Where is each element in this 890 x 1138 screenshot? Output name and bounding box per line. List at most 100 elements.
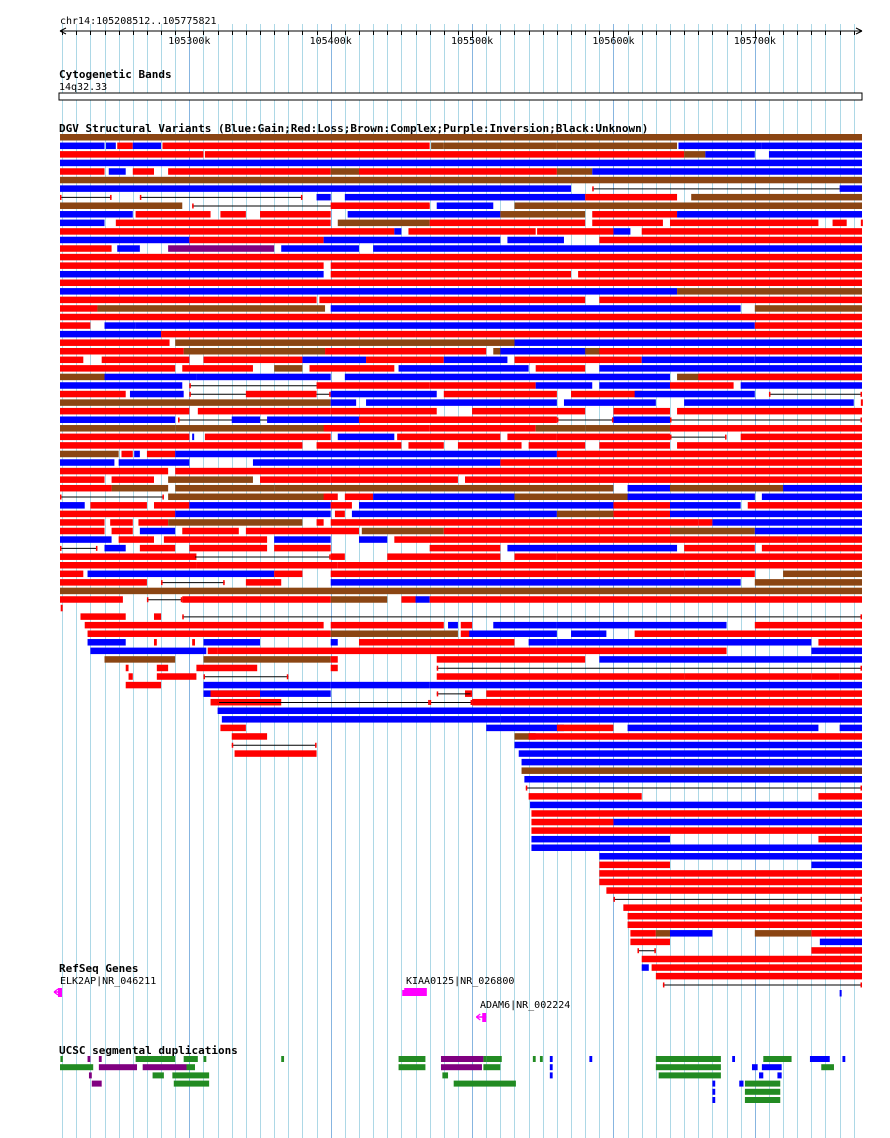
dgv-variant-gain[interactable]: [330, 681, 430, 689]
dgv-variant-loss[interactable]: [274, 570, 303, 578]
segdup-feature[interactable]: [744, 1097, 781, 1103]
segdup-feature[interactable]: [172, 1072, 210, 1079]
dgv-variant-loss[interactable]: [634, 630, 862, 637]
dgv-variant-gain[interactable]: [556, 639, 812, 646]
dgv-variant-loss[interactable]: [156, 664, 169, 672]
dgv-variant-loss[interactable]: [111, 476, 154, 483]
segdup-feature[interactable]: [777, 1072, 782, 1079]
dgv-variant-loss[interactable]: [630, 938, 670, 946]
dgv-variant-gain[interactable]: [192, 433, 195, 441]
dgv-variant-loss[interactable]: [754, 621, 862, 629]
dgv-variant-loss[interactable]: [203, 356, 303, 364]
dgv-variant-loss[interactable]: [669, 219, 819, 227]
dgv-variant-loss[interactable]: [630, 930, 656, 937]
dgv-variant-gain[interactable]: [351, 510, 557, 518]
dgv-variant-loss[interactable]: [60, 168, 105, 175]
dgv-variant-gain[interactable]: [415, 596, 430, 603]
dgv-variant-loss[interactable]: [162, 142, 430, 150]
dgv-variant-gain[interactable]: [358, 502, 614, 509]
dgv-variant-complex[interactable]: [330, 596, 388, 603]
dgv-variant-loss[interactable]: [366, 356, 444, 364]
dgv-variant-loss[interactable]: [316, 519, 324, 526]
dgv-variant-gain[interactable]: [90, 647, 207, 655]
dgv-variant-gain[interactable]: [344, 373, 670, 381]
dgv-variant-loss[interactable]: [457, 442, 522, 449]
dgv-variant-loss[interactable]: [571, 673, 670, 680]
dgv-variant-loss[interactable]: [132, 168, 154, 175]
dgv-variant-loss[interactable]: [316, 467, 862, 475]
dgv-variant-gain[interactable]: [203, 681, 331, 689]
dgv-variant-gain[interactable]: [196, 373, 331, 381]
dgv-variant-loss[interactable]: [60, 433, 190, 441]
dgv-variant-loss[interactable]: [189, 236, 324, 244]
dgv-variant-gain[interactable]: [761, 142, 862, 150]
dgv-variant-gain[interactable]: [514, 741, 862, 749]
dgv-variant-loss[interactable]: [60, 296, 317, 304]
dgv-variant-complex[interactable]: [521, 767, 862, 774]
dgv-variant-loss[interactable]: [556, 450, 862, 458]
dgv-variant-gain[interactable]: [60, 219, 105, 227]
dgv-variant-complex[interactable]: [514, 733, 536, 740]
segdup-feature[interactable]: [483, 1056, 487, 1062]
dgv-variant-loss[interactable]: [80, 613, 126, 620]
dgv-variant-loss[interactable]: [839, 673, 862, 680]
dgv-variant-loss[interactable]: [60, 339, 170, 346]
dgv-variant-loss[interactable]: [111, 527, 133, 535]
dgv-variant-loss[interactable]: [429, 425, 536, 432]
dgv-variant-loss[interactable]: [740, 433, 862, 441]
dgv-variant-loss[interactable]: [651, 964, 862, 971]
dgv-variant-complex[interactable]: [274, 365, 303, 372]
dgv-variant-gain[interactable]: [118, 459, 190, 466]
dgv-variant-loss[interactable]: [60, 579, 147, 586]
dgv-variant-loss[interactable]: [669, 425, 862, 432]
dgv-variant-loss[interactable]: [860, 219, 863, 227]
segdup-feature[interactable]: [88, 1072, 92, 1079]
dgv-variant-loss[interactable]: [401, 596, 416, 603]
dgv-variant-loss[interactable]: [330, 519, 699, 526]
dgv-variant-loss[interactable]: [60, 313, 862, 321]
dgv-variant-gain[interactable]: [613, 707, 862, 715]
segdup-feature[interactable]: [398, 1064, 426, 1071]
dgv-variant-complex[interactable]: [330, 168, 359, 175]
dgv-variant-gain[interactable]: [678, 142, 762, 150]
dgv-variant-loss[interactable]: [443, 390, 557, 398]
dgv-variant-loss[interactable]: [537, 228, 614, 235]
dgv-variant-loss[interactable]: [754, 322, 862, 329]
dgv-variant-loss[interactable]: [747, 502, 862, 509]
dgv-variant-loss[interactable]: [535, 365, 586, 372]
dgv-variant-loss[interactable]: [500, 459, 862, 466]
dgv-variant-loss[interactable]: [60, 519, 105, 526]
dgv-variant-gain[interactable]: [358, 536, 388, 543]
dgv-variant-gain[interactable]: [443, 356, 508, 364]
dgv-variant-gain[interactable]: [60, 288, 678, 295]
dgv-variant-loss[interactable]: [330, 202, 430, 209]
dgv-variant-complex[interactable]: [203, 656, 331, 663]
dgv-variant-loss[interactable]: [698, 519, 713, 526]
dgv-variant-loss[interactable]: [627, 912, 862, 920]
dgv-variant-gain[interactable]: [839, 990, 842, 997]
dgv-variant-loss[interactable]: [60, 596, 123, 603]
segdup-feature[interactable]: [712, 1097, 716, 1103]
dgv-variant-loss[interactable]: [334, 510, 345, 518]
segdup-feature[interactable]: [744, 1080, 781, 1087]
segdup-feature[interactable]: [655, 1064, 721, 1071]
segdup-feature[interactable]: [87, 1056, 91, 1062]
dgv-variant-gain[interactable]: [252, 459, 501, 466]
dgv-variant-loss[interactable]: [125, 681, 162, 689]
dgv-variant-loss[interactable]: [429, 544, 501, 552]
dgv-variant-gain[interactable]: [563, 399, 656, 406]
dgv-variant-loss[interactable]: [684, 544, 755, 552]
dgv-variant-loss[interactable]: [677, 442, 862, 449]
dgv-variant-loss[interactable]: [613, 407, 670, 415]
dgv-variant-loss[interactable]: [110, 519, 133, 526]
dgv-variant-loss[interactable]: [599, 236, 862, 244]
dgv-variant-loss[interactable]: [189, 544, 268, 552]
segdup-feature[interactable]: [763, 1056, 792, 1062]
dgv-variant-gain[interactable]: [839, 185, 862, 192]
dgv-variant-gain[interactable]: [87, 639, 126, 646]
dgv-variant-loss[interactable]: [397, 433, 501, 441]
dgv-variant-loss[interactable]: [60, 151, 204, 158]
dgv-variant-gain[interactable]: [531, 835, 670, 843]
segdup-feature[interactable]: [135, 1056, 176, 1062]
dgv-variant-loss[interactable]: [175, 467, 317, 475]
